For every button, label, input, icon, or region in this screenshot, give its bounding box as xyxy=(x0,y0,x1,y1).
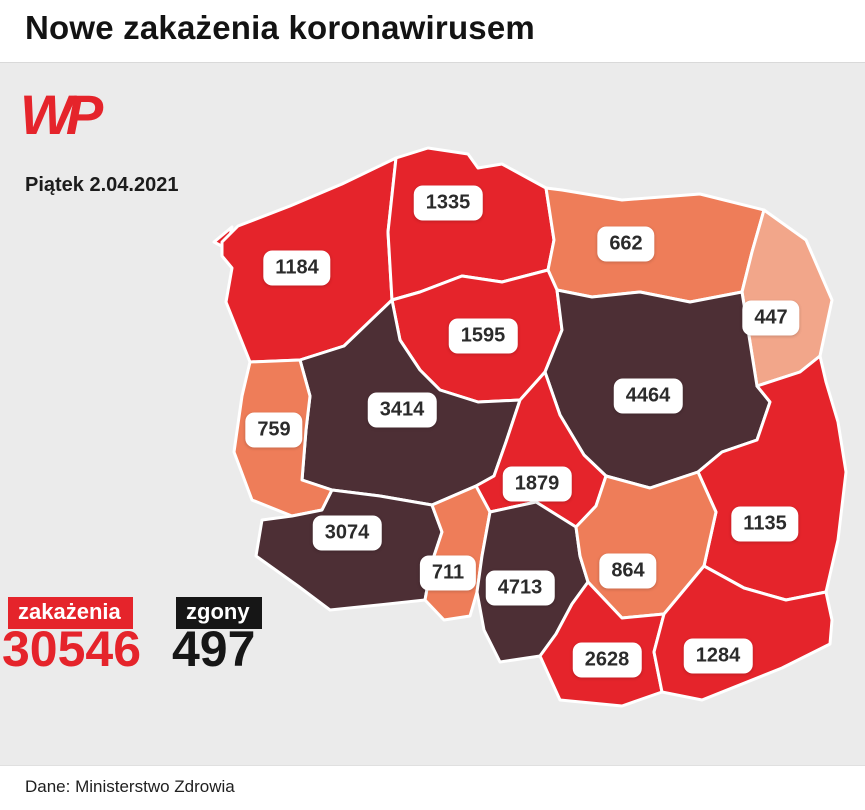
infections-badge: zakażenia xyxy=(8,597,133,629)
value-label-malopolskie: 2628 xyxy=(572,642,642,678)
wp-logo: WP xyxy=(20,83,103,146)
value-label-lodzkie: 1879 xyxy=(502,466,572,502)
deaths-badge: zgony xyxy=(176,597,262,629)
value-label-swietokrzyskie: 864 xyxy=(599,553,657,589)
value-label-mazowieckie: 4464 xyxy=(613,378,683,414)
value-label-opolskie: 711 xyxy=(419,555,477,591)
value-label-podlaskie: 447 xyxy=(742,300,800,336)
header: Nowe zakażenia koronawirusem xyxy=(0,0,865,63)
data-source-label: Dane: Ministerstwo Zdrowia xyxy=(25,777,235,796)
value-label-pomorskie: 1335 xyxy=(413,185,483,221)
value-label-dolnoslaskie: 3074 xyxy=(312,515,382,551)
value-label-kujawsko-pomorskie: 1595 xyxy=(448,318,518,354)
value-label-lubelskie: 1135 xyxy=(731,506,799,542)
deaths-total: 497 xyxy=(172,621,256,677)
infections-total: 30546 xyxy=(2,621,142,677)
footer: Dane: Ministerstwo Zdrowia xyxy=(0,765,865,810)
value-label-wielkopolskie: 3414 xyxy=(367,392,437,428)
date-label: Piątek 2.04.2021 xyxy=(25,174,179,196)
value-label-slaskie: 4713 xyxy=(485,570,555,606)
value-label-lubuskie: 759 xyxy=(245,412,303,448)
value-label-zachodniopomorskie: 1184 xyxy=(263,250,331,286)
value-label-warminsko-mazurskie: 662 xyxy=(597,226,655,262)
page-title: Nowe zakażenia koronawirusem xyxy=(25,9,535,46)
value-label-podkarpackie: 1284 xyxy=(683,638,753,674)
region-warminsko-mazurskie xyxy=(544,186,766,304)
